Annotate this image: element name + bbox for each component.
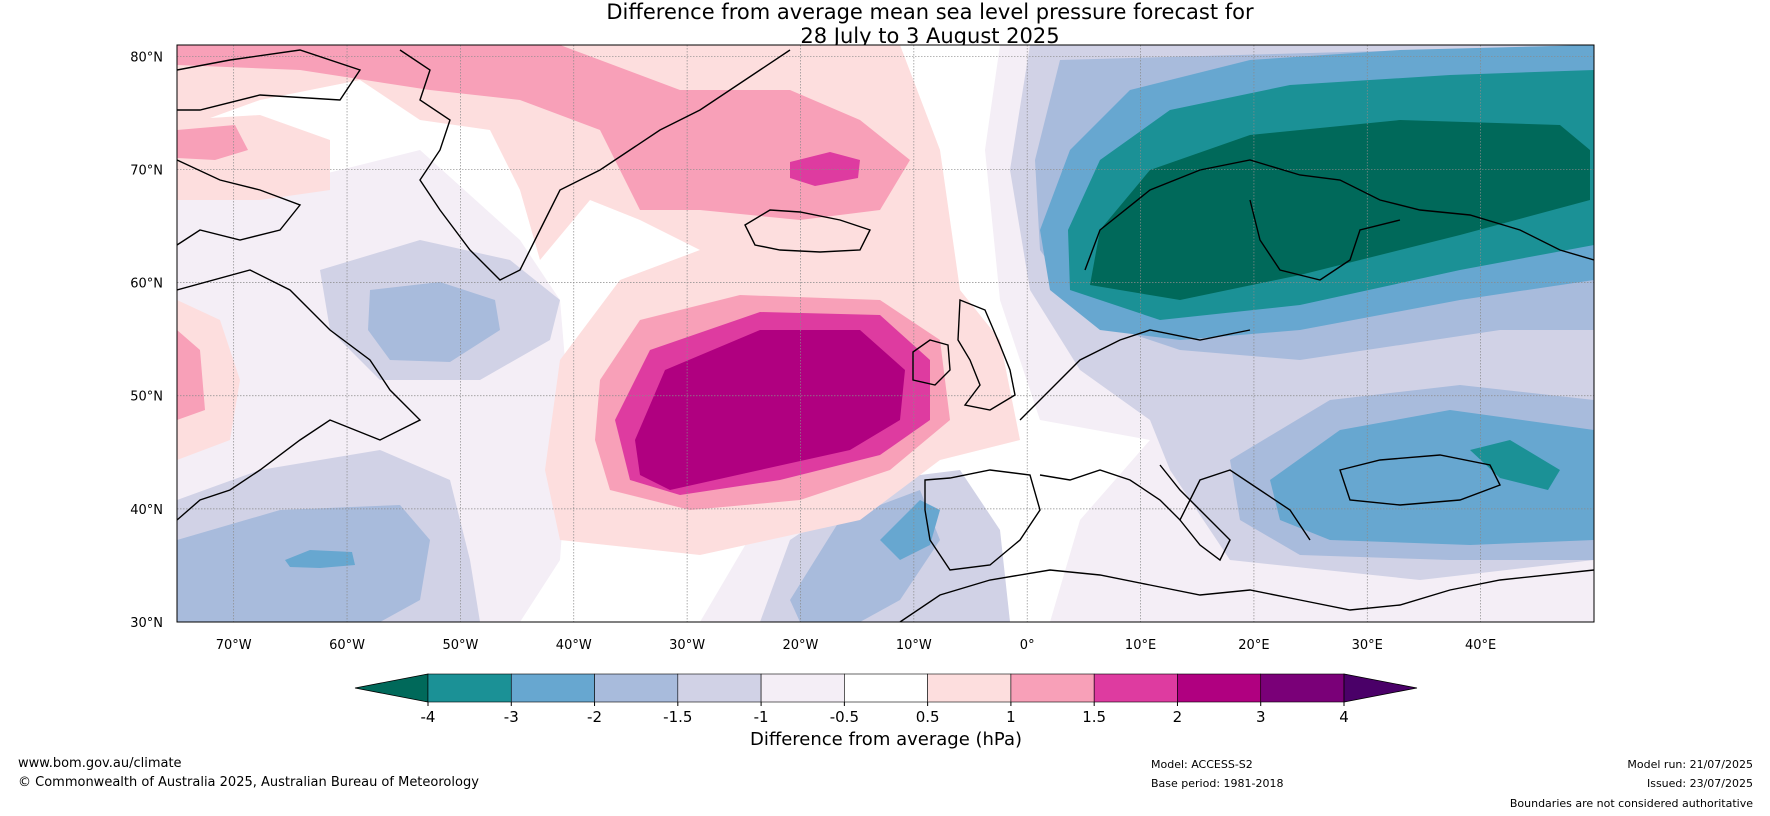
- longitude-label: 70°W: [216, 638, 252, 653]
- colorbar-tick-label: -4: [421, 708, 436, 726]
- scandinavia-coast: [1084, 159, 1594, 271]
- latitude-label: 80°N: [130, 50, 163, 65]
- positive-pink-west: [177, 330, 205, 420]
- longitude-labels: 70°W 60°W 50°W 40°W 30°W 20°W 10°W 0° 10°E 20°E 30…: [216, 638, 1497, 653]
- colorbar-tick-label: 2: [1173, 708, 1183, 726]
- colorbar-swatch: [927, 673, 1012, 703]
- iberia-coast: [924, 469, 1041, 571]
- footer-issued: Issued: 23/07/2025: [1646, 777, 1753, 790]
- footer-model: Model: ACCESS-S2: [1151, 758, 1253, 771]
- map-title: Difference from average mean sea level p…: [0, 0, 1770, 48]
- negative-dark-teal-scandinavia: [1090, 120, 1590, 300]
- colorbar-swatch: [677, 673, 762, 703]
- latitude-label: 70°N: [130, 163, 163, 178]
- canada-north-coast: [177, 49, 362, 111]
- longitude-label: 10°W: [896, 638, 932, 653]
- longitude-label: 50°W: [442, 638, 478, 653]
- colorbar-swatch: [510, 673, 595, 703]
- colorbar-tick-label: 1: [1006, 708, 1016, 726]
- colorbar-swatch: [1093, 673, 1178, 703]
- colorbar-swatch: [594, 673, 679, 703]
- map-frame: [176, 44, 1595, 623]
- negative-teal-blacksea: [1470, 440, 1560, 490]
- coastlines: [177, 49, 1594, 622]
- longitude-label: 20°W: [783, 638, 819, 653]
- colorbar-tick-label: -2: [587, 708, 602, 726]
- longitude-label: 40°E: [1465, 638, 1496, 653]
- colorbar-tick-label: 1.5: [1082, 708, 1106, 726]
- longitude-label: 60°W: [329, 638, 365, 653]
- negative-blue-small-west: [285, 550, 355, 568]
- longitude-label: 30°E: [1352, 638, 1383, 653]
- europe-west-coast: [1019, 329, 1251, 421]
- colorbar-tick-label: -1: [754, 708, 769, 726]
- ireland-coast: [912, 339, 951, 386]
- colorbar-swatch: [1177, 673, 1262, 703]
- positive-light-pink-west: [177, 300, 240, 460]
- colorbar-label: Difference from average (hPa): [750, 729, 1022, 750]
- italy-coast: [1159, 464, 1231, 562]
- colorbar-tick-label: 0.5: [916, 708, 940, 726]
- footer-base-period: Base period: 1981-2018: [1151, 777, 1284, 790]
- footer-copyright: © Commonwealth of Australia 2025, Austra…: [18, 775, 479, 790]
- colorbar-swatch: [760, 673, 845, 703]
- longitude-label: 30°W: [669, 638, 705, 653]
- title-line-1: Difference from average mean sea level p…: [606, 0, 1254, 24]
- latitude-label: 40°N: [130, 503, 163, 518]
- longitude-label: 20°E: [1238, 638, 1269, 653]
- greenland-coast: [399, 49, 791, 281]
- negative-blue-grey-labrador: [368, 282, 500, 362]
- negative-blue-small-iberia: [880, 500, 940, 560]
- colorbar-swatch: [427, 673, 512, 703]
- baffin-coast: [177, 159, 302, 246]
- colorbar-swatch: [1010, 673, 1095, 703]
- positive-pink-north: [177, 45, 910, 220]
- longitude-label: 0°: [1020, 638, 1035, 653]
- positive-magenta-east-greenland: [790, 152, 860, 186]
- colorbar-tick-label: 3: [1256, 708, 1266, 726]
- labrador-coast: [177, 269, 422, 521]
- colorbar-extend-high: [1343, 673, 1418, 703]
- footer-model-run: Model run: 21/07/2025: [1627, 758, 1753, 771]
- latitude-label: 60°N: [130, 277, 163, 292]
- latitude-label: 30°N: [130, 616, 163, 631]
- iceland-coast: [744, 209, 871, 253]
- colorbar-tick-label: -3: [504, 708, 519, 726]
- positive-pink-greenland: [177, 125, 248, 160]
- longitude-label: 40°W: [556, 638, 592, 653]
- colorbar-tick-label: -1.5: [663, 708, 692, 726]
- anomaly-shading: [177, 45, 1594, 622]
- colorbar-extend-low: [354, 673, 429, 703]
- positive-deep-magenta-atlantic: [635, 330, 905, 490]
- baltic-coast: [1249, 199, 1401, 281]
- footer-url: www.bom.gov.au/climate: [18, 756, 182, 771]
- latitude-label: 50°N: [130, 390, 163, 405]
- colorbar-tick-label: 4: [1339, 708, 1349, 726]
- colorbar: -4 -3 -2 -1.5 -1 -0.5 0.5 1 1.5 2 3 4: [354, 673, 1418, 726]
- colorbar-swatch: [844, 673, 928, 703]
- colorbar-tick-label: -0.5: [830, 708, 859, 726]
- colorbar-swatch: [1260, 673, 1345, 703]
- latitude-labels: 80°N 70°N 60°N 50°N 40°N 30°N: [130, 50, 163, 631]
- footer-disclaimer: Boundaries are not considered authoritat…: [1509, 797, 1753, 810]
- longitude-label: 10°E: [1125, 638, 1156, 653]
- black-sea-coast: [1339, 454, 1501, 506]
- north-africa-coast: [899, 569, 1594, 622]
- britain-coast: [957, 298, 1016, 411]
- title-line-2: 28 July to 3 August 2025: [800, 24, 1060, 48]
